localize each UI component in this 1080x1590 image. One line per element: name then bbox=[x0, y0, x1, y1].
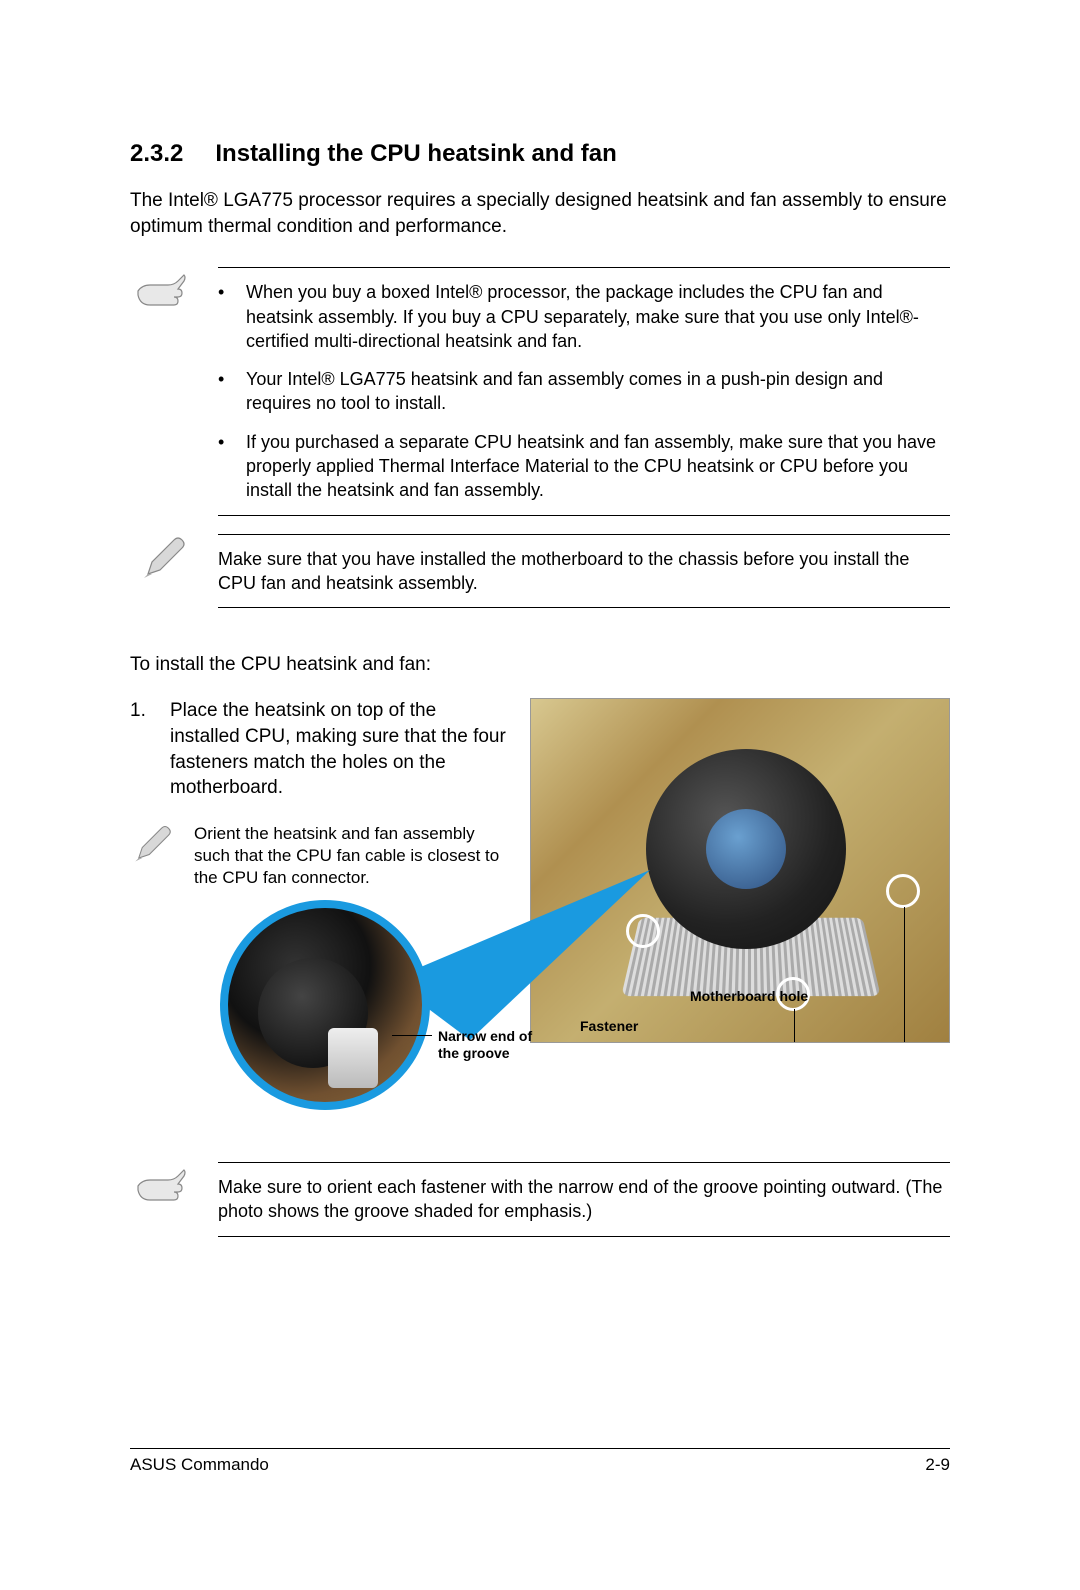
note1-item-3: If you purchased a separate CPU heatsink… bbox=[246, 430, 950, 503]
install-intro: To install the CPU heatsink and fan: bbox=[130, 654, 950, 676]
label-fastener: Fastener bbox=[580, 1018, 638, 1035]
page-footer: ASUS Commando 2-9 bbox=[130, 1448, 950, 1475]
section-number: 2.3.2 bbox=[130, 140, 183, 168]
label-narrow-end: Narrow end of the groove bbox=[438, 1028, 548, 1062]
pen-icon bbox=[130, 534, 194, 582]
note2-text: Make sure that you have installed the mo… bbox=[218, 534, 950, 609]
step-1-text: Place the heatsink on top of the install… bbox=[170, 698, 510, 801]
note-hand-2: Make sure to orient each fastener with t… bbox=[130, 1162, 950, 1237]
note-hand-1: •When you buy a boxed Intel® processor, … bbox=[130, 267, 950, 515]
section-title: Installing the CPU heatsink and fan bbox=[215, 140, 616, 168]
footer-product: ASUS Commando bbox=[130, 1455, 269, 1475]
note3-text: Make sure to orient each fastener with t… bbox=[218, 1162, 950, 1237]
footer-page-number: 2-9 bbox=[925, 1455, 950, 1475]
note-pen-1: Make sure that you have installed the mo… bbox=[130, 534, 950, 609]
hand-pointing-icon bbox=[130, 267, 194, 315]
detail-zoom-circle bbox=[220, 900, 430, 1110]
note1-item-2: Your Intel® LGA775 heatsink and fan asse… bbox=[246, 367, 950, 416]
step-1-number: 1. bbox=[130, 698, 150, 801]
hand-pointing-icon bbox=[130, 1162, 194, 1210]
intro-paragraph: The Intel® LGA775 processor requires a s… bbox=[130, 188, 950, 239]
note1-item-1: When you buy a boxed Intel® processor, t… bbox=[246, 280, 950, 353]
callout-region: Narrow end of the groove Fastener Mother… bbox=[130, 860, 950, 1140]
label-motherboard-hole: Motherboard hole bbox=[690, 988, 808, 1005]
